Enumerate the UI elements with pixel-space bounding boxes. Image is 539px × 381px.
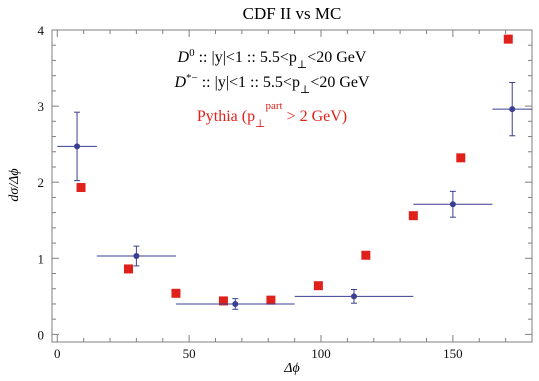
mc-point [171, 288, 181, 298]
mc-point [408, 211, 418, 221]
y-tick-label: 4 [38, 23, 45, 38]
data-point [413, 190, 493, 218]
data-marker [449, 201, 456, 208]
annotation-pythia: Pythia (p⊥part > 2 GeV) [197, 100, 347, 130]
y-tick-label: 1 [38, 251, 45, 266]
data-point [294, 288, 414, 304]
mc-point [218, 296, 228, 306]
annotation-d0-mid: :: |y|<1 :: 5.5<p [195, 49, 297, 66]
annotation-pythia-prefix: Pythia (p [197, 108, 255, 125]
annotation-d0: D0 :: |y|<1 :: 5.5<p⊥<20 GeV [177, 47, 367, 71]
annotation-pythia-sub: ⊥ [255, 118, 265, 130]
annotation-pythia-sup: part [265, 100, 282, 112]
y-tick-label: 3 [38, 99, 45, 114]
annotation-dstar: D*− :: |y|<1 :: 5.5<p⊥<20 GeV [173, 72, 370, 96]
data-point [57, 111, 97, 182]
annotation-d0-suffix: <20 GeV [307, 49, 367, 66]
data-marker [350, 293, 357, 300]
mc-point [76, 183, 86, 193]
mc-point [313, 281, 323, 291]
y-axis-label: dσ/Δϕ [7, 168, 22, 201]
data-marker [232, 300, 239, 307]
chart-title: CDF II vs MC [243, 4, 342, 23]
annotation-d0-sup: 0 [189, 47, 195, 59]
x-tick-label: 0 [54, 346, 61, 361]
y-tick-label: 2 [38, 175, 45, 190]
x-tick-label: 150 [443, 346, 463, 361]
annotation-d0-prefix: D [177, 49, 190, 66]
data-marker [74, 143, 81, 150]
data-marker [509, 106, 516, 113]
plot-frame [51, 29, 533, 343]
mc-point [123, 264, 133, 274]
mc-point [503, 34, 513, 44]
mc-point [456, 153, 466, 163]
data-point [175, 298, 295, 310]
annotation-d0-sub: ⊥ [297, 59, 307, 71]
annotation-dstar-mid: :: |y|<1 :: 5.5<p [198, 74, 300, 91]
x-axis-label: Δϕ [283, 361, 299, 376]
series-mc [76, 34, 513, 306]
tick-labels: 0 50 100 150 0 1 2 3 4 [38, 23, 463, 361]
ticks [52, 29, 533, 342]
data-marker [133, 253, 140, 260]
series-data [57, 82, 532, 310]
x-tick-label: 100 [311, 346, 331, 361]
annotation-dstar-suffix: <20 GeV [310, 74, 370, 91]
x-tick-label: 50 [183, 346, 196, 361]
mc-point [266, 295, 276, 305]
mc-point [361, 250, 371, 260]
annotation-dstar-sup: *− [186, 72, 198, 84]
annotation-dstar-sub: ⊥ [300, 84, 310, 96]
y-tick-label: 0 [38, 327, 45, 342]
data-point [492, 82, 532, 137]
annotation-dstar-prefix: D [173, 74, 186, 91]
data-point [96, 245, 176, 267]
annotation-pythia-suffix: > 2 GeV) [283, 108, 348, 125]
